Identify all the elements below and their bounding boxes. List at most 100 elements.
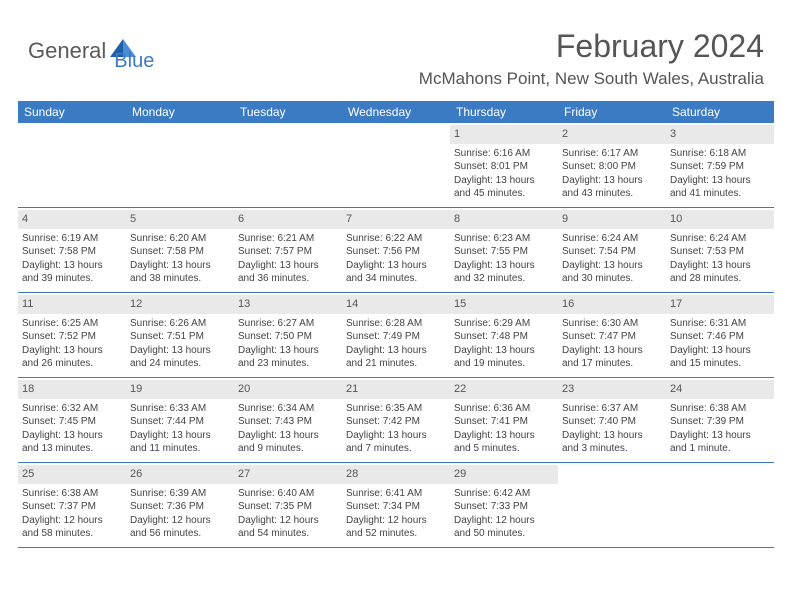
sunset-text: Sunset: 7:48 PM [454,330,554,344]
sunrise-text: Sunrise: 6:40 AM [238,487,338,501]
day-cell [666,463,774,547]
sunrise-text: Sunrise: 6:19 AM [22,232,122,246]
daylight-text: Daylight: 13 hours and 23 minutes. [238,344,338,371]
daylight-text: Daylight: 12 hours and 58 minutes. [22,514,122,541]
sunset-text: Sunset: 7:36 PM [130,500,230,514]
day-number: 29 [450,465,558,484]
daylight-text: Daylight: 13 hours and 11 minutes. [130,429,230,456]
day-number: 7 [342,210,450,229]
sunrise-text: Sunrise: 6:38 AM [22,487,122,501]
day-header-row: SundayMondayTuesdayWednesdayThursdayFrid… [18,101,774,123]
sunrise-text: Sunrise: 6:33 AM [130,402,230,416]
daylight-text: Daylight: 13 hours and 41 minutes. [670,174,770,201]
sunrise-text: Sunrise: 6:24 AM [670,232,770,246]
day-number: 4 [18,210,126,229]
daylight-text: Daylight: 13 hours and 28 minutes. [670,259,770,286]
week-row: 4Sunrise: 6:19 AMSunset: 7:58 PMDaylight… [18,208,774,293]
sunrise-text: Sunrise: 6:35 AM [346,402,446,416]
sunrise-text: Sunrise: 6:34 AM [238,402,338,416]
sunset-text: Sunset: 7:58 PM [22,245,122,259]
day-number: 27 [234,465,342,484]
day-cell: 28Sunrise: 6:41 AMSunset: 7:34 PMDayligh… [342,463,450,547]
daylight-text: Daylight: 13 hours and 26 minutes. [22,344,122,371]
day-cell [558,463,666,547]
day-cell: 16Sunrise: 6:30 AMSunset: 7:47 PMDayligh… [558,293,666,377]
sunset-text: Sunset: 7:54 PM [562,245,662,259]
sunrise-text: Sunrise: 6:17 AM [562,147,662,161]
sunrise-text: Sunrise: 6:20 AM [130,232,230,246]
daylight-text: Daylight: 13 hours and 39 minutes. [22,259,122,286]
sunrise-text: Sunrise: 6:39 AM [130,487,230,501]
sunset-text: Sunset: 7:49 PM [346,330,446,344]
week-row: 25Sunrise: 6:38 AMSunset: 7:37 PMDayligh… [18,463,774,548]
day-cell: 14Sunrise: 6:28 AMSunset: 7:49 PMDayligh… [342,293,450,377]
day-cell [126,123,234,207]
day-number: 1 [450,125,558,144]
sunset-text: Sunset: 7:52 PM [22,330,122,344]
sunset-text: Sunset: 7:35 PM [238,500,338,514]
day-cell: 5Sunrise: 6:20 AMSunset: 7:58 PMDaylight… [126,208,234,292]
sunset-text: Sunset: 7:45 PM [22,415,122,429]
day-cell: 18 Sunrise: 6:32 AMSunset: 7:45 PMDayligh… [18,378,126,462]
day-header-wednesday: Wednesday [342,101,450,123]
day-cell: 6Sunrise: 6:21 AMSunset: 7:57 PMDaylight… [234,208,342,292]
day-number: 12 [126,295,234,314]
sunrise-text: Sunrise: 6:42 AM [454,487,554,501]
daylight-text: Daylight: 13 hours and 3 minutes. [562,429,662,456]
day-number: 15 [450,295,558,314]
sunset-text: Sunset: 7:56 PM [346,245,446,259]
logo-text-general: General [28,38,106,64]
day-cell: 13Sunrise: 6:27 AMSunset: 7:50 PMDayligh… [234,293,342,377]
sunrise-text: Sunrise: 6:31 AM [670,317,770,331]
daylight-text: Daylight: 13 hours and 32 minutes. [454,259,554,286]
day-cell: 2Sunrise: 6:17 AMSunset: 8:00 PMDaylight… [558,123,666,207]
day-cell: 17Sunrise: 6:31 AMSunset: 7:46 PMDayligh… [666,293,774,377]
daylight-text: Daylight: 13 hours and 13 minutes. [22,429,122,456]
sunset-text: Sunset: 7:42 PM [346,415,446,429]
sunrise-text: Sunrise: 6:22 AM [346,232,446,246]
daylight-text: Daylight: 12 hours and 52 minutes. [346,514,446,541]
sunset-text: Sunset: 7:39 PM [670,415,770,429]
sunrise-text: Sunrise: 6:23 AM [454,232,554,246]
day-cell: 4 Sunrise: 6:19 AMSunset: 7:58 PMDaylight… [18,208,126,292]
day-header-monday: Monday [126,101,234,123]
day-number: 28 [342,465,450,484]
day-cell: 27Sunrise: 6:40 AMSunset: 7:35 PMDayligh… [234,463,342,547]
sunrise-text: Sunrise: 6:26 AM [130,317,230,331]
day-cell: 11Sunrise: 6:25 AMSunset: 7:52 PMDayligh… [18,293,126,377]
week-row: 18Sunrise: 6:32 AMSunset: 7:45 PMDayligh… [18,378,774,463]
day-cell [18,123,126,207]
daylight-text: Daylight: 13 hours and 24 minutes. [130,344,230,371]
daylight-text: Daylight: 13 hours and 34 minutes. [346,259,446,286]
sunrise-text: Sunrise: 6:41 AM [346,487,446,501]
sunset-text: Sunset: 7:57 PM [238,245,338,259]
daylight-text: Daylight: 13 hours and 21 minutes. [346,344,446,371]
sunrise-text: Sunrise: 6:24 AM [562,232,662,246]
sunset-text: Sunset: 7:46 PM [670,330,770,344]
day-number: 5 [126,210,234,229]
day-cell: 15Sunrise: 6:29 AMSunset: 7:48 PMDayligh… [450,293,558,377]
day-header-thursday: Thursday [450,101,558,123]
day-number: 3 [666,125,774,144]
day-number: 20 [234,380,342,399]
day-cell: 29Sunrise: 6:42 AMSunset: 7:33 PMDayligh… [450,463,558,547]
month-title: February 2024 [419,28,764,65]
day-number: 18 [18,380,126,399]
day-cell [342,123,450,207]
day-header-sunday: Sunday [18,101,126,123]
daylight-text: Daylight: 13 hours and 15 minutes. [670,344,770,371]
day-cell: 3Sunrise: 6:18 AMSunset: 7:59 PMDaylight… [666,123,774,207]
sunset-text: Sunset: 8:00 PM [562,160,662,174]
sunset-text: Sunset: 7:58 PM [130,245,230,259]
day-cell: 10Sunrise: 6:24 AMSunset: 7:53 PMDayligh… [666,208,774,292]
sunrise-text: Sunrise: 6:36 AM [454,402,554,416]
sunset-text: Sunset: 7:41 PM [454,415,554,429]
sunrise-text: Sunrise: 6:28 AM [346,317,446,331]
location-text: McMahons Point, New South Wales, Austral… [419,69,764,89]
day-number: 24 [666,380,774,399]
daylight-text: Daylight: 13 hours and 7 minutes. [346,429,446,456]
sunrise-text: Sunrise: 6:16 AM [454,147,554,161]
day-number: 2 [558,125,666,144]
sunset-text: Sunset: 7:55 PM [454,245,554,259]
sunrise-text: Sunrise: 6:32 AM [22,402,122,416]
